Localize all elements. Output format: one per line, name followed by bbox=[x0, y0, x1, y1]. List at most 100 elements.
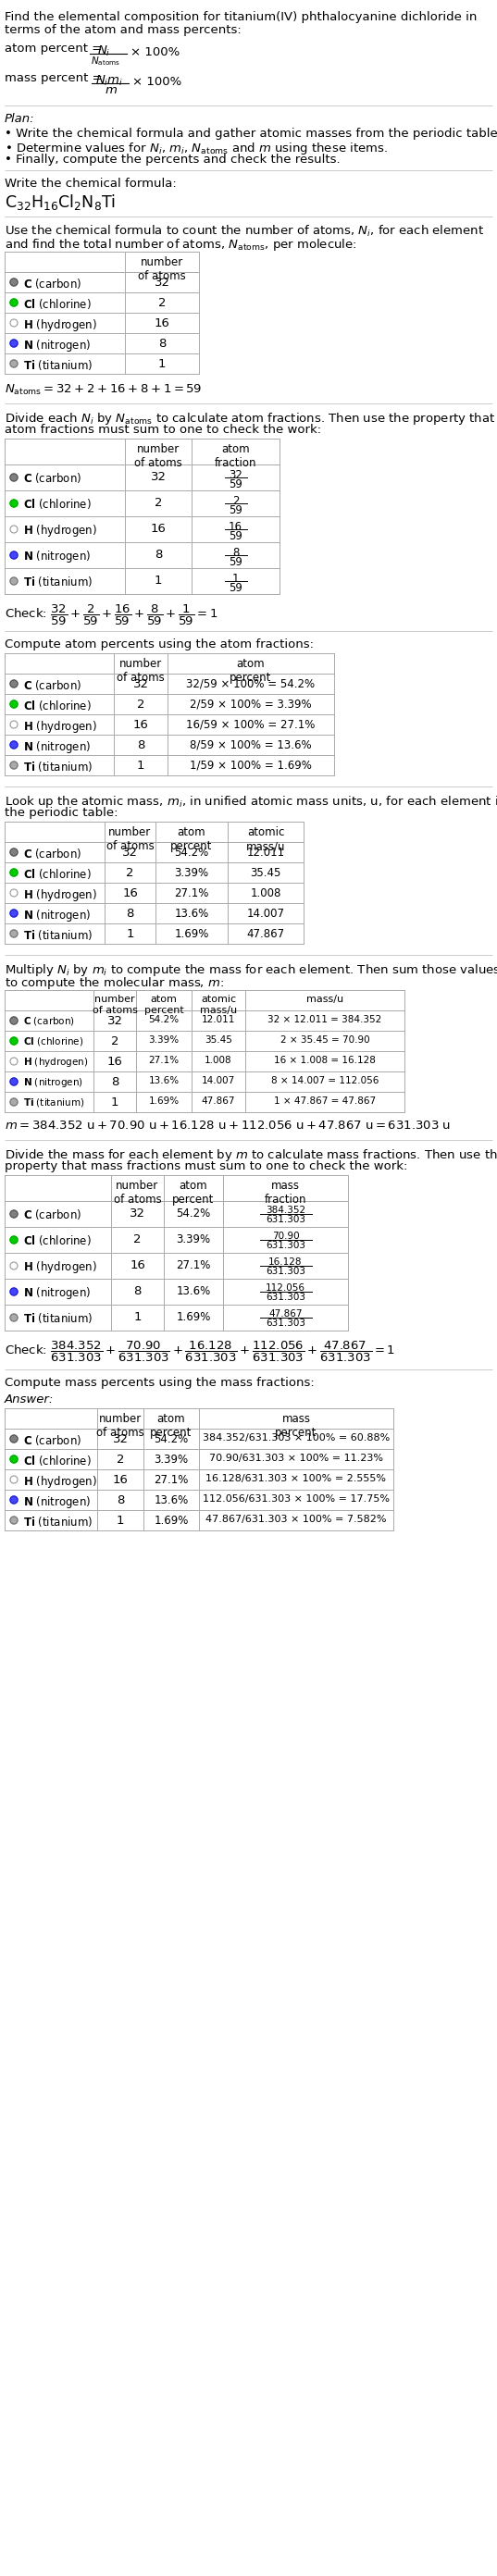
Text: 1: 1 bbox=[155, 574, 162, 587]
Text: $\mathbf{N}$ (nitrogen): $\mathbf{N}$ (nitrogen) bbox=[23, 907, 91, 922]
Text: $\mathbf{Ti}$ (titanium): $\mathbf{Ti}$ (titanium) bbox=[23, 1515, 93, 1528]
Text: 8: 8 bbox=[137, 739, 145, 752]
Text: Check: $\dfrac{384.352}{631.303} + \dfrac{70.90}{631.303} + \dfrac{16.128}{631.3: Check: $\dfrac{384.352}{631.303} + \dfra… bbox=[4, 1340, 396, 1363]
Text: 70.90: 70.90 bbox=[272, 1231, 299, 1242]
Text: 8/59 × 100% = 13.6%: 8/59 × 100% = 13.6% bbox=[190, 739, 312, 752]
Text: 54.2%: 54.2% bbox=[154, 1432, 188, 1445]
Text: 16: 16 bbox=[229, 520, 243, 533]
Text: $\mathbf{N}$ (nitrogen): $\mathbf{N}$ (nitrogen) bbox=[23, 1077, 83, 1090]
Text: $\mathbf{Ti}$ (titanium): $\mathbf{Ti}$ (titanium) bbox=[23, 1097, 85, 1108]
Text: 2: 2 bbox=[116, 1453, 124, 1466]
Text: 16: 16 bbox=[151, 523, 166, 536]
Text: 13.6%: 13.6% bbox=[149, 1077, 179, 1084]
Text: 16.128: 16.128 bbox=[269, 1257, 302, 1267]
Text: 1.008: 1.008 bbox=[250, 886, 281, 899]
Text: atom
percent: atom percent bbox=[150, 1412, 192, 1440]
Circle shape bbox=[10, 319, 17, 327]
Text: 13.6%: 13.6% bbox=[176, 1285, 211, 1298]
Text: $\mathbf{C}$ (carbon): $\mathbf{C}$ (carbon) bbox=[23, 276, 82, 291]
Circle shape bbox=[10, 1077, 17, 1084]
Text: 32: 32 bbox=[154, 276, 170, 289]
Circle shape bbox=[10, 930, 17, 938]
Text: to compute the molecular mass, $m$:: to compute the molecular mass, $m$: bbox=[4, 976, 224, 992]
Text: Divide the mass for each element by $m$ to calculate mass fractions. Then use th: Divide the mass for each element by $m$ … bbox=[4, 1146, 497, 1164]
Circle shape bbox=[10, 361, 17, 368]
Circle shape bbox=[10, 680, 17, 688]
Text: number
of atoms: number of atoms bbox=[117, 657, 165, 683]
Text: 16: 16 bbox=[122, 886, 138, 899]
Text: $N_i$: $N_i$ bbox=[97, 44, 110, 59]
Text: 1: 1 bbox=[232, 572, 239, 585]
Circle shape bbox=[10, 1236, 17, 1244]
Circle shape bbox=[10, 1097, 17, 1105]
Text: 27.1%: 27.1% bbox=[176, 1260, 211, 1273]
Text: $\mathbf{Ti}$ (titanium): $\mathbf{Ti}$ (titanium) bbox=[23, 760, 93, 773]
Text: mass
percent: mass percent bbox=[275, 1412, 317, 1440]
Text: 2: 2 bbox=[126, 868, 134, 878]
Text: atomic
mass/u: atomic mass/u bbox=[200, 994, 237, 1015]
Text: property that mass fractions must sum to one to check the work:: property that mass fractions must sum to… bbox=[4, 1159, 408, 1172]
Text: $\mathbf{Ti}$ (titanium): $\mathbf{Ti}$ (titanium) bbox=[23, 358, 93, 371]
Circle shape bbox=[10, 762, 17, 768]
Text: 1/59 × 100% = 1.69%: 1/59 × 100% = 1.69% bbox=[190, 760, 312, 773]
Text: 32: 32 bbox=[151, 471, 166, 484]
Text: 54.2%: 54.2% bbox=[176, 1208, 211, 1218]
Text: 1: 1 bbox=[134, 1311, 141, 1324]
Text: 59: 59 bbox=[229, 505, 243, 515]
Text: $\mathbf{N}$ (nitrogen): $\mathbf{N}$ (nitrogen) bbox=[23, 1285, 91, 1301]
Text: $\mathrm{C_{32}H_{16}Cl_2N_8Ti}$: $\mathrm{C_{32}H_{16}Cl_2N_8Ti}$ bbox=[4, 193, 116, 211]
Text: 13.6%: 13.6% bbox=[174, 907, 209, 920]
Text: $\mathbf{Ti}$ (titanium): $\mathbf{Ti}$ (titanium) bbox=[23, 927, 93, 943]
Text: 16/59 × 100% = 27.1%: 16/59 × 100% = 27.1% bbox=[186, 719, 315, 732]
Text: atom
percent: atom percent bbox=[172, 1180, 214, 1206]
Text: number
of atoms: number of atoms bbox=[96, 1412, 144, 1440]
Text: 8: 8 bbox=[155, 549, 162, 562]
Text: 59: 59 bbox=[229, 582, 243, 595]
Text: number
of atoms: number of atoms bbox=[138, 255, 186, 283]
Text: 32 × 12.011 = 384.352: 32 × 12.011 = 384.352 bbox=[268, 1015, 382, 1025]
Text: Find the elemental composition for titanium(IV) phthalocyanine dichloride in: Find the elemental composition for titan… bbox=[4, 10, 477, 23]
Text: 70.90/631.303 × 100% = 11.23%: 70.90/631.303 × 100% = 11.23% bbox=[209, 1453, 383, 1463]
Text: 8: 8 bbox=[134, 1285, 141, 1298]
Text: Write the chemical formula:: Write the chemical formula: bbox=[4, 178, 176, 191]
Text: 1.69%: 1.69% bbox=[174, 927, 209, 940]
Circle shape bbox=[10, 1211, 17, 1218]
Text: $\mathbf{Cl}$ (chlorine): $\mathbf{Cl}$ (chlorine) bbox=[23, 497, 91, 510]
Text: 16: 16 bbox=[112, 1473, 128, 1486]
Text: 35.45: 35.45 bbox=[250, 868, 281, 878]
Text: 12.011: 12.011 bbox=[247, 848, 285, 858]
Text: 631.303: 631.303 bbox=[265, 1319, 306, 1327]
Text: Compute atom percents using the atom fractions:: Compute atom percents using the atom fra… bbox=[4, 639, 314, 652]
Circle shape bbox=[10, 474, 17, 482]
Text: 47.867/631.303 × 100% = 7.582%: 47.867/631.303 × 100% = 7.582% bbox=[206, 1515, 387, 1525]
Circle shape bbox=[10, 1517, 17, 1525]
Text: 32/59 × 100% = 54.2%: 32/59 × 100% = 54.2% bbox=[186, 677, 315, 690]
Text: 8 × 14.007 = 112.056: 8 × 14.007 = 112.056 bbox=[271, 1077, 379, 1084]
Text: 1.69%: 1.69% bbox=[154, 1515, 188, 1528]
Text: 32: 32 bbox=[107, 1015, 123, 1028]
Circle shape bbox=[10, 1262, 17, 1270]
Text: number
of atoms: number of atoms bbox=[106, 827, 154, 853]
Text: mass
fraction: mass fraction bbox=[264, 1180, 307, 1206]
Text: 16.128/631.303 × 100% = 2.555%: 16.128/631.303 × 100% = 2.555% bbox=[206, 1473, 386, 1484]
Text: terms of the atom and mass percents:: terms of the atom and mass percents: bbox=[4, 23, 242, 36]
Text: mass percent =: mass percent = bbox=[4, 72, 106, 85]
Text: 2 × 35.45 = 70.90: 2 × 35.45 = 70.90 bbox=[280, 1036, 370, 1046]
Text: $\mathbf{Ti}$ (titanium): $\mathbf{Ti}$ (titanium) bbox=[23, 1311, 93, 1324]
Text: 1: 1 bbox=[126, 927, 134, 940]
Circle shape bbox=[10, 1288, 17, 1296]
Text: 16: 16 bbox=[154, 317, 170, 330]
Text: 2: 2 bbox=[134, 1234, 141, 1244]
Text: 13.6%: 13.6% bbox=[154, 1494, 188, 1507]
Circle shape bbox=[10, 909, 17, 917]
Circle shape bbox=[10, 577, 17, 585]
Text: 8: 8 bbox=[232, 546, 239, 559]
Text: 47.867: 47.867 bbox=[247, 927, 285, 940]
Text: 631.303: 631.303 bbox=[265, 1216, 306, 1224]
Text: 631.303: 631.303 bbox=[265, 1242, 306, 1249]
Text: $\mathbf{H}$ (hydrogen): $\mathbf{H}$ (hydrogen) bbox=[23, 886, 97, 904]
Circle shape bbox=[10, 889, 17, 896]
Text: 2: 2 bbox=[155, 497, 162, 510]
Text: $\mathbf{C}$ (carbon): $\mathbf{C}$ (carbon) bbox=[23, 1208, 82, 1221]
Text: Use the chemical formula to count the number of atoms, $N_i$, for each element: Use the chemical formula to count the nu… bbox=[4, 224, 484, 240]
